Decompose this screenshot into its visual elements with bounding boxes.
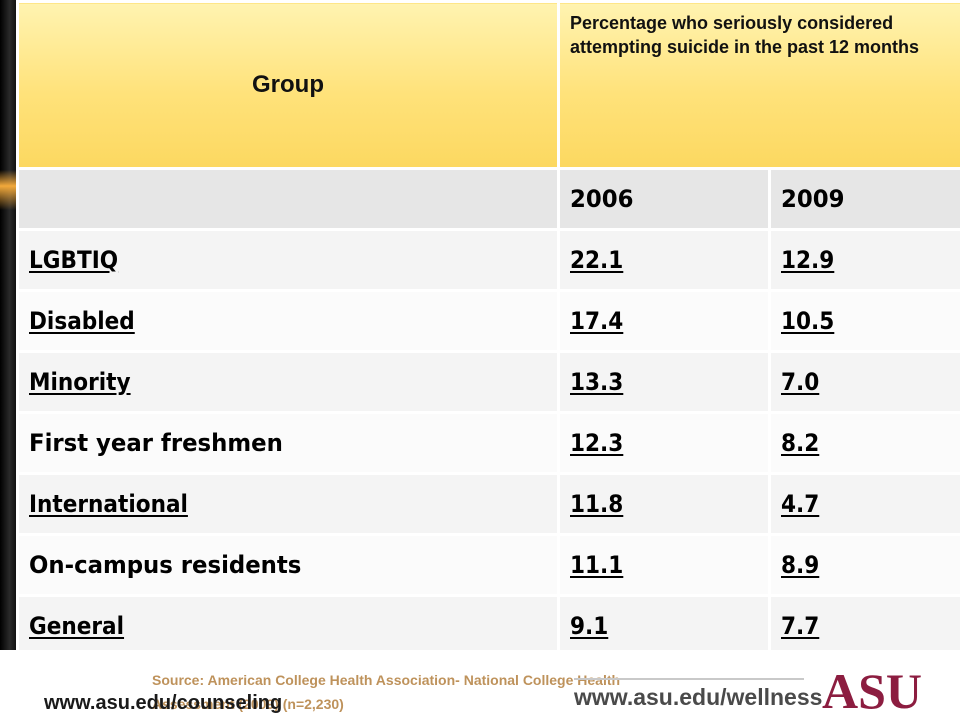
row-group-label: Disabled bbox=[29, 307, 135, 335]
header-metric: Percentage who seriously considered atte… bbox=[556, 0, 960, 170]
row-group-label: Minority bbox=[29, 368, 131, 396]
table-row: International 11.8 4.7 bbox=[16, 472, 960, 536]
row-value-2009: 8.9 bbox=[781, 551, 820, 579]
suicide-ideation-table: Group Percentage who seriously considere… bbox=[16, 0, 960, 658]
left-decorative-bar bbox=[0, 0, 16, 650]
table-row: LGBTIQ 22.1 12.9 bbox=[16, 228, 960, 292]
row-value-2009: 7.0 bbox=[781, 368, 820, 396]
table-header-row: Group Percentage who seriously considere… bbox=[16, 0, 960, 170]
row-value-2006: 11.8 bbox=[570, 490, 624, 518]
row-value-2006: 11.1 bbox=[570, 551, 624, 579]
asu-logo: ASU bbox=[822, 666, 922, 714]
row-group-label: LGBTIQ bbox=[29, 246, 119, 274]
source-citation: Source: American College Health Associat… bbox=[152, 668, 752, 716]
row-group-label: First year freshmen bbox=[29, 429, 283, 457]
year-2009-cell: 2009 bbox=[767, 167, 960, 231]
year-2009: 2009 bbox=[781, 185, 845, 213]
left-glow-accent bbox=[0, 170, 16, 210]
counseling-link[interactable]: www.asu.edu/counseling bbox=[44, 692, 283, 714]
year-row-empty-cell bbox=[16, 167, 560, 231]
footer-divider bbox=[574, 678, 804, 680]
row-value-2009: 7.7 bbox=[781, 612, 820, 640]
row-value-2009: 4.7 bbox=[781, 490, 820, 518]
row-group-label: General bbox=[29, 612, 125, 640]
wellness-link[interactable]: www.asu.edu/wellness bbox=[574, 684, 823, 710]
table-row: Disabled 17.4 10.5 bbox=[16, 289, 960, 353]
row-value-2006: 17.4 bbox=[570, 307, 624, 335]
slide-footer: Source: American College Health Associat… bbox=[0, 650, 960, 720]
row-value-2006: 22.1 bbox=[570, 246, 624, 274]
row-group-label: On-campus residents bbox=[29, 551, 302, 579]
year-row: 2006 2009 bbox=[16, 167, 960, 231]
row-value-2009: 8.2 bbox=[781, 429, 820, 457]
row-value-2006: 13.3 bbox=[570, 368, 624, 396]
source-line-1: Source: American College Health Associat… bbox=[152, 672, 621, 688]
row-value-2009: 10.5 bbox=[781, 307, 835, 335]
row-group-label: International bbox=[29, 490, 188, 518]
source-line-2: Assessment (2009) (n=2,230) bbox=[152, 696, 344, 712]
row-value-2009: 12.9 bbox=[781, 246, 835, 274]
table-row: Minority 13.3 7.0 bbox=[16, 350, 960, 414]
asu-logo-text: ASU bbox=[822, 666, 922, 714]
row-value-2006: 9.1 bbox=[570, 612, 609, 640]
header-group: Group bbox=[16, 0, 560, 170]
year-2006-cell: 2006 bbox=[557, 167, 771, 231]
table-row: General 9.1 7.7 bbox=[16, 594, 960, 658]
year-2006: 2006 bbox=[570, 185, 634, 213]
row-value-2006: 12.3 bbox=[570, 429, 624, 457]
table-row: On-campus residents 11.1 8.9 bbox=[16, 533, 960, 597]
table-row: First year freshmen 12.3 8.2 bbox=[16, 411, 960, 475]
